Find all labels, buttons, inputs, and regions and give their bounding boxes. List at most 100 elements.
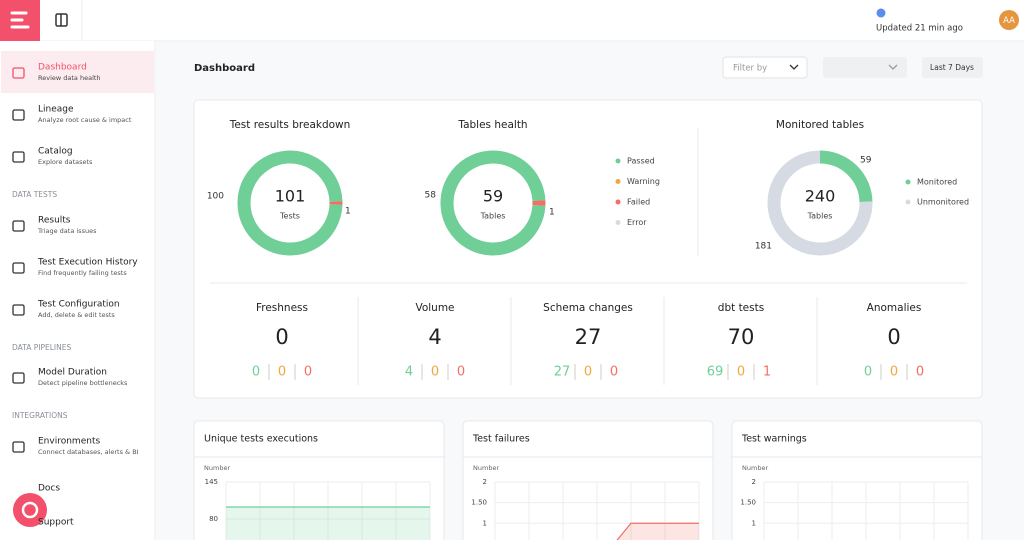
- metric-breakdown: 69: [707, 365, 724, 380]
- filter-label: Filter by: [733, 64, 767, 74]
- chart-panel: [731, 420, 983, 540]
- legend-label: Passed: [627, 157, 655, 166]
- nav-title: Catalog: [38, 147, 73, 157]
- legend-label: Failed: [627, 198, 650, 207]
- nav-subtitle: Triage data issues: [37, 227, 97, 235]
- legend-label: Monitored: [917, 178, 957, 187]
- nav-icon[interactable]: [12, 304, 25, 316]
- logo-icon: [10, 11, 30, 29]
- nav-icon[interactable]: [12, 441, 25, 453]
- nav-title: Lineage: [38, 105, 74, 115]
- metric-name: Schema changes: [543, 302, 633, 314]
- metric-breakdown: 0: [278, 365, 286, 380]
- metric-name: Volume: [415, 302, 454, 314]
- nav-icon[interactable]: [12, 109, 25, 121]
- updated-text: Updated 21 min ago: [876, 24, 963, 34]
- metric-name: Freshness: [256, 302, 308, 314]
- filter-select[interactable]: [722, 56, 808, 79]
- second-select[interactable]: [823, 57, 907, 78]
- range-label: Last 7 Days: [930, 63, 974, 72]
- metric-breakdown: 4: [405, 365, 413, 380]
- donut-unit: Tables: [807, 212, 833, 221]
- legend-dot: [615, 158, 621, 164]
- y-tick-label: 145: [205, 478, 218, 486]
- chart-title: Test failures: [472, 434, 530, 445]
- y-tick-label: 1.50: [471, 499, 487, 507]
- nav-title: Dashboard: [38, 63, 87, 73]
- metric-name: Anomalies: [867, 302, 922, 314]
- donut-value-label: 181: [755, 242, 772, 252]
- filter-chevron: [789, 64, 799, 70]
- donut-value-label: 59: [860, 156, 872, 166]
- footer-link: Support: [38, 518, 74, 528]
- donut-segment: [767, 150, 873, 256]
- nav-title: Environments: [38, 437, 100, 447]
- legend-dot: [615, 220, 621, 225]
- metric-breakdown: 1: [763, 365, 771, 380]
- donut-title: Monitored tables: [776, 119, 864, 131]
- legend-dot: [905, 179, 911, 185]
- legend-dot: [615, 199, 621, 205]
- section-heading: DATA PIPELINES: [12, 343, 71, 352]
- page-title: Dashboard: [194, 63, 255, 74]
- donut-value-label: 58: [425, 191, 437, 201]
- donut-segment: [819, 150, 873, 203]
- y-tick-label: 1: [483, 519, 487, 527]
- area: [617, 523, 699, 540]
- nav-icon[interactable]: [12, 151, 25, 163]
- donut-total: 240: [805, 187, 836, 206]
- donut-title: Test results breakdown: [229, 119, 351, 131]
- nav-subtitle: Find frequently failing tests: [38, 269, 127, 277]
- metric-breakdown: 0: [916, 365, 924, 380]
- range-button[interactable]: [922, 57, 983, 78]
- metric-value: 0: [275, 325, 288, 349]
- sidebar: [0, 41, 155, 540]
- nav-title: Model Duration: [38, 368, 107, 378]
- nav-icon[interactable]: [12, 67, 25, 79]
- metric-breakdown: 0: [457, 365, 465, 380]
- topbar: [0, 0, 1024, 41]
- legend-dot: [905, 199, 911, 205]
- metric-breakdown: 0: [431, 365, 439, 380]
- avatar-initials: AA: [1003, 16, 1015, 26]
- metric-breakdown: 0: [252, 365, 260, 380]
- second-chevron: [888, 64, 898, 70]
- nav-subtitle: Connect databases, alerts & BI: [38, 448, 139, 456]
- donut-value-label: 1: [549, 208, 555, 218]
- y-tick-label: 80: [209, 515, 218, 523]
- donut-total: 101: [275, 187, 306, 206]
- donut-value-label: 1: [345, 207, 351, 217]
- avatar[interactable]: [999, 10, 1019, 30]
- chat-button[interactable]: [13, 493, 47, 527]
- metric-breakdown: 0: [304, 365, 312, 380]
- footer-link: Docs: [38, 484, 60, 494]
- chart-title: Test warnings: [741, 434, 807, 445]
- axis-label: Number: [742, 464, 768, 472]
- metric-breakdown: 0: [890, 365, 898, 380]
- active-item-bg: [1, 51, 154, 93]
- line: [616, 522, 699, 540]
- metric-breakdown: 0: [610, 365, 618, 380]
- donut-title: Tables health: [457, 119, 527, 131]
- metric-breakdown: 0: [737, 365, 745, 380]
- y-tick-label: 2: [752, 478, 756, 486]
- y-tick-label: 1.50: [740, 499, 756, 507]
- update-box: [869, 0, 989, 24]
- nav-subtitle: Detect pipeline bottlenecks: [38, 379, 128, 387]
- nav-icon[interactable]: [12, 220, 25, 232]
- donut-value-label: 100: [207, 192, 224, 202]
- y-tick-label: 1: [752, 519, 756, 527]
- nav-icon[interactable]: [12, 372, 25, 384]
- donut-segment: [440, 150, 546, 256]
- metric-value: 70: [728, 325, 755, 349]
- donut-unit: Tests: [279, 212, 300, 221]
- section-heading: DATA TESTS: [12, 190, 57, 199]
- nav-subtitle: Analyze root cause & impact: [38, 116, 132, 124]
- metric-breakdown: 0: [584, 365, 592, 380]
- axis-label: Number: [204, 464, 230, 472]
- nav-title: Test Execution History: [37, 258, 138, 268]
- nav-icon[interactable]: [12, 262, 25, 274]
- chart-panel: [462, 420, 714, 540]
- chart-panel: [193, 420, 445, 540]
